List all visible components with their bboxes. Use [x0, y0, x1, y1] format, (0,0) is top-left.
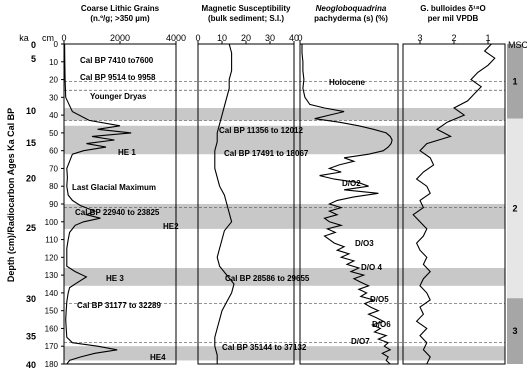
age-tick-label-2: 10	[26, 106, 36, 116]
depth-tick-label-14: 140	[45, 289, 59, 298]
x-tick-label-panel-2-4: 40	[289, 33, 299, 43]
depth-tick-label-9: 90	[49, 200, 58, 209]
panel4-title-line1: G. bulloides δ¹⁸O	[420, 4, 486, 13]
panel3-title-line2: pachyderma (s) (%)	[314, 14, 388, 23]
msc-zone-label-3: 3	[512, 326, 517, 336]
depth-tick-label-12: 120	[45, 253, 59, 262]
annotation-do6: D/O6	[372, 320, 391, 329]
annotation-do7: D/O7	[351, 337, 370, 346]
depth-unit-label: cm	[42, 33, 54, 43]
depth-tick-label-16: 160	[45, 324, 59, 333]
x-tick-label-panel-4-0: 3	[417, 33, 422, 43]
depth-tick-label-11: 110	[45, 236, 58, 245]
shaded-band-1	[64, 125, 505, 155]
panel1-title-line2: (n.º/g; >350 µm)	[90, 14, 150, 23]
age-tick-label-4: 20	[26, 173, 36, 183]
x-tick-label-panel-1-0: 0	[61, 33, 66, 43]
depth-tick-label-6: 60	[49, 147, 58, 156]
annotation-he4: HE4	[150, 353, 166, 362]
msc-zone-3	[507, 298, 523, 364]
dashed-lines	[64, 80, 505, 344]
msc-zone-2	[507, 118, 523, 299]
annotation-cal-17491: Cal BP 17491 to 18067	[224, 149, 309, 158]
annotation-cal-31177: Cal BP 31177 to 32289	[77, 301, 161, 310]
annotation-cal-7410: Cal BP 7410 to7600	[80, 56, 154, 65]
shaded-band-0	[64, 108, 505, 121]
annotation-do4: D/O 4	[361, 263, 382, 272]
depth-tick-label-2: 20	[49, 76, 58, 85]
shaded-band-3	[64, 268, 505, 286]
panel-frame-3	[299, 43, 399, 365]
annotation-cal-22940: Cal BP 22940 to 23825	[75, 208, 160, 217]
depth-tick-label-3: 30	[49, 93, 58, 102]
age-tick-label-0: 0	[31, 40, 36, 50]
depth-tick-label-4: 40	[49, 111, 58, 120]
depth-tick-label-18: 180	[45, 360, 59, 369]
annotation-lgm: Last Glacial Maximum	[72, 183, 156, 192]
depth-tick-label-7: 70	[49, 164, 58, 173]
annotation-cal-9514: Cal BP 9514 to 9958	[80, 73, 156, 82]
age-tick-label-5: 25	[26, 223, 36, 233]
axes: 0 2000 4000 0 10 20 30 400 3 2 1010203040506070809…	[19, 33, 523, 370]
annotation-cal-11356: Cal BP 11356 to 12012	[219, 126, 303, 135]
annotation-do2: D/O2	[342, 179, 361, 188]
panel2-title-line2: (bulk sediment; S.I.)	[208, 14, 284, 23]
x-tick-label-panel-2-1: 10	[217, 33, 227, 43]
depth-tick-label-13: 130	[45, 271, 59, 280]
data-series	[64, 43, 496, 365]
shaded-bands	[64, 108, 505, 361]
panel1-title-line1: Coarse Lithic Grains	[81, 4, 160, 13]
annotation-holocene: Holocene	[329, 78, 366, 87]
age-unit-label: ka	[19, 33, 29, 43]
depth-tick-label-8: 80	[49, 182, 58, 191]
age-tick-label-1: 5	[31, 54, 36, 64]
x-tick-label-panel-1-2: 4000	[166, 33, 186, 43]
annotation-cal-35144: Cal BP 35144 to 37132	[222, 343, 307, 352]
series-line-panel-1	[64, 43, 132, 365]
depth-tick-label-15: 150	[45, 307, 59, 316]
msc-label: MSC	[508, 40, 527, 50]
depth-tick-label-17: 170	[45, 342, 59, 351]
panel4-title-line2: per mil VPDB	[428, 14, 479, 23]
x-tick-label-panel-2-0: 0	[195, 33, 200, 43]
shaded-band-2	[64, 204, 505, 229]
age-tick-label-3: 15	[26, 138, 36, 148]
age-tick-label-8: 40	[26, 360, 36, 370]
series-line-panel-4	[412, 43, 496, 365]
x-tick-label-panel-1-1: 2000	[110, 33, 130, 43]
x-tick-label-panel-2-3: 30	[265, 33, 275, 43]
age-tick-label-6: 30	[26, 294, 36, 304]
annotation-younger-dryas: Younger Dryas	[90, 92, 147, 101]
annotation-he1: HE 1	[118, 148, 136, 157]
depth-tick-label-1: 10	[49, 58, 58, 67]
annotation-cal-28586: Cal BP 28586 to 29655	[225, 274, 310, 283]
x-tick-label-panel-2-2: 20	[241, 33, 251, 43]
panel3-title-line1: Neogloboquadrina	[316, 4, 387, 13]
panel2-title-line1: Magnetic Susceptibility	[202, 4, 291, 13]
annotation-do5: D/O5	[370, 295, 389, 304]
annotation-he3: HE 3	[106, 274, 124, 283]
annotation-do3: D/O3	[355, 239, 374, 248]
x-tick-label-panel-4-1: 2	[451, 33, 456, 43]
annotation-he2: HE2	[163, 222, 179, 231]
shaded-band-4	[64, 346, 505, 361]
series-line-panel-2	[214, 43, 235, 364]
msc-zone-label-2: 2	[512, 203, 517, 213]
y-axis-label: Depth (cm)/Radiocarbon Ages Ka Cal BP	[6, 108, 16, 282]
msc-zone-1	[507, 44, 523, 119]
x-tick-label-panel-3-0: 0	[297, 33, 302, 43]
depth-tick-label-0: 0	[54, 40, 59, 49]
age-tick-label-7: 35	[26, 332, 36, 342]
x-tick-label-panel-4-2: 1	[485, 33, 490, 43]
series-line-panel-3	[301, 44, 393, 365]
depth-tick-label-10: 100	[45, 218, 59, 227]
depth-tick-label-5: 50	[49, 129, 58, 138]
msc-zone-label-1: 1	[512, 76, 517, 86]
